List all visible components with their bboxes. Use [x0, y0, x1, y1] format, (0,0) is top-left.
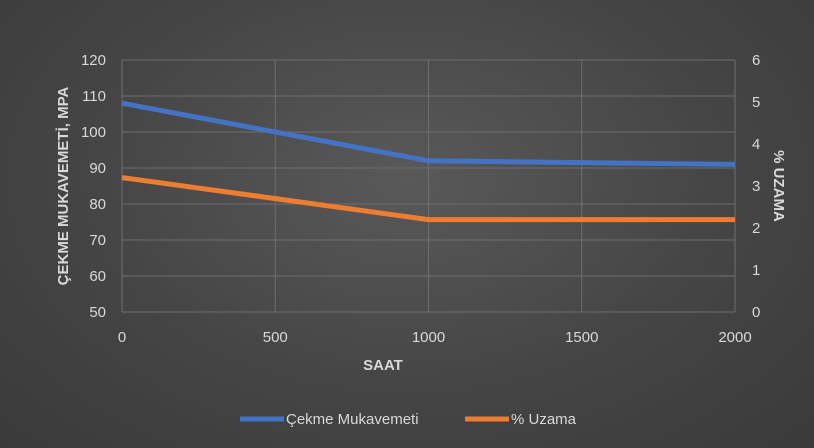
- y-tick-label: 80: [89, 196, 106, 213]
- series-lines: [121, 100, 736, 223]
- x-tick-label: 2000: [718, 329, 751, 346]
- y-tick-label: 90: [89, 160, 106, 177]
- y2-tick-label: 2: [752, 220, 760, 237]
- left-axis-title: ÇEKME MUKAVEMETİ, MPA: [55, 87, 72, 286]
- legend: Çekme Mukavemeti % Uzama: [240, 411, 577, 428]
- right-axis-title: % UZAMA: [770, 150, 787, 222]
- grid-lines: [121, 59, 736, 313]
- y-tick-label: 50: [89, 304, 106, 321]
- legend-label-cekme-mukavemeti: Çekme Mukavemeti: [286, 411, 419, 428]
- y2-tick-label: 1: [752, 262, 760, 279]
- y2-tick-label: 3: [752, 178, 760, 195]
- y-tick-label: 70: [89, 232, 106, 249]
- x-axis-ticks: 0 500 1000 1500 2000: [118, 329, 752, 346]
- y2-tick-label: 0: [752, 304, 760, 321]
- y2-tick-label: 4: [752, 136, 760, 153]
- x-tick-label: 0: [118, 329, 126, 346]
- x-tick-label: 1500: [565, 329, 598, 346]
- legend-label-uzama: % Uzama: [511, 411, 577, 428]
- x-tick-label: 500: [263, 329, 288, 346]
- series-line-uzama: [121, 175, 735, 223]
- y-tick-label: 100: [81, 124, 106, 141]
- left-axis-ticks: 50 60 70 80 90 100 110 120: [81, 52, 106, 321]
- y2-tick-label: 5: [752, 94, 760, 111]
- series-line-cekme-mukavemeti: [121, 100, 736, 167]
- x-tick-label: 1000: [412, 329, 445, 346]
- x-axis-title: SAAT: [363, 357, 403, 374]
- y-tick-label: 120: [81, 52, 106, 69]
- y2-tick-label: 6: [752, 52, 760, 69]
- y-tick-label: 110: [82, 88, 106, 105]
- y-tick-label: 60: [89, 268, 106, 285]
- right-axis-ticks: 0 1 2 3 4 5 6: [752, 52, 760, 321]
